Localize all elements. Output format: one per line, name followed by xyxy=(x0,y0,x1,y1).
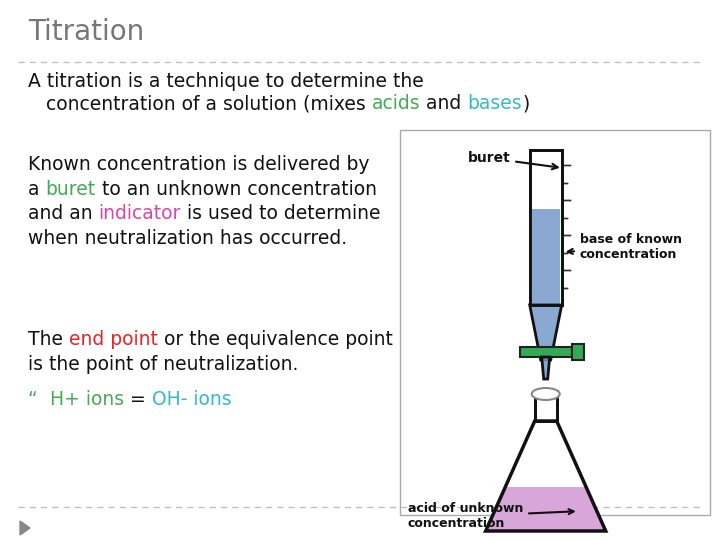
Text: end point: end point xyxy=(69,330,158,349)
Text: concentration of a solution (mixes: concentration of a solution (mixes xyxy=(28,94,372,113)
Text: The: The xyxy=(28,330,69,349)
Text: Titration: Titration xyxy=(28,18,144,46)
Text: base of known
concentration: base of known concentration xyxy=(568,233,682,261)
Polygon shape xyxy=(486,487,606,531)
Bar xyxy=(531,209,560,305)
Bar xyxy=(530,150,562,305)
Text: when neutralization has occurred.: when neutralization has occurred. xyxy=(28,229,347,248)
Text: =: = xyxy=(124,390,151,409)
Text: to an unknown concentration: to an unknown concentration xyxy=(96,180,377,199)
Text: indicator: indicator xyxy=(99,204,181,223)
Text: a: a xyxy=(28,180,45,199)
Text: bases: bases xyxy=(467,94,522,113)
Text: “: “ xyxy=(28,390,50,409)
Text: A titration is a technique to determine the: A titration is a technique to determine … xyxy=(28,72,424,91)
Text: ): ) xyxy=(522,94,529,113)
Text: Known concentration is delivered by: Known concentration is delivered by xyxy=(28,155,369,174)
Text: is used to determine: is used to determine xyxy=(181,204,380,223)
Text: buret: buret xyxy=(468,151,558,170)
Text: is the point of neutralization.: is the point of neutralization. xyxy=(28,355,298,374)
Bar xyxy=(530,150,562,305)
Polygon shape xyxy=(530,305,562,360)
Polygon shape xyxy=(486,421,606,531)
Text: acids: acids xyxy=(372,94,420,113)
Bar xyxy=(400,130,710,515)
Ellipse shape xyxy=(531,388,559,400)
Bar xyxy=(535,391,557,421)
Bar xyxy=(520,347,572,357)
Text: and an: and an xyxy=(28,204,99,223)
Polygon shape xyxy=(541,357,549,379)
Bar xyxy=(535,391,557,421)
Text: H+ ions: H+ ions xyxy=(50,390,124,409)
Text: and: and xyxy=(420,94,467,113)
Text: OH- ions: OH- ions xyxy=(151,390,231,409)
Text: or the equivalence point: or the equivalence point xyxy=(158,330,392,349)
Bar xyxy=(572,344,584,360)
Polygon shape xyxy=(20,521,30,535)
Text: acid of unknown
concentration: acid of unknown concentration xyxy=(408,502,574,530)
Text: buret: buret xyxy=(45,180,96,199)
